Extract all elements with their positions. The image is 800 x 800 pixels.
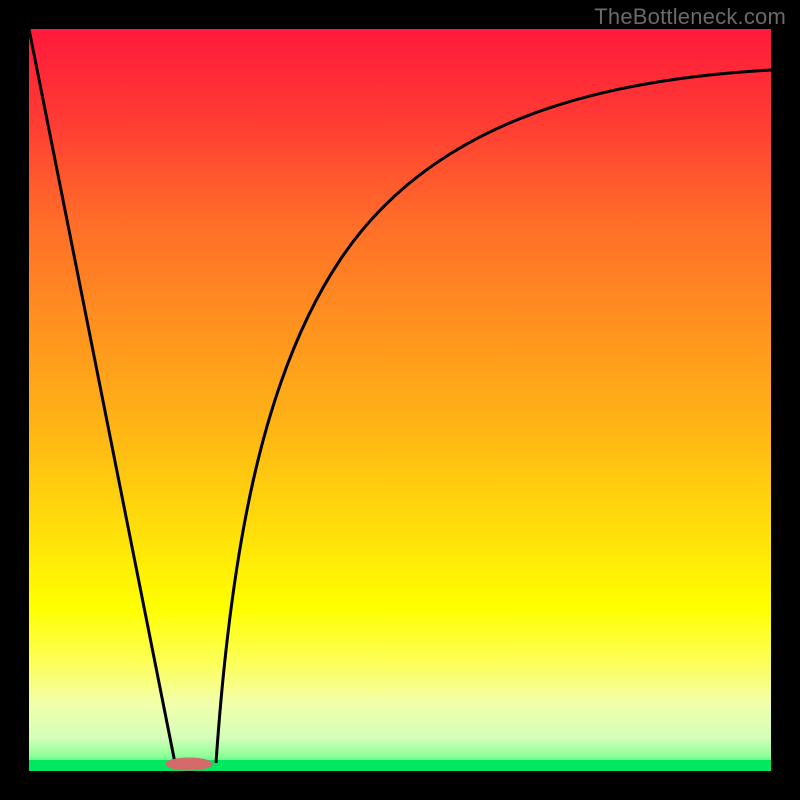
green-baseline <box>29 760 771 771</box>
chart-container: TheBottleneck.com <box>0 0 800 800</box>
bottleneck-chart <box>0 0 800 800</box>
watermark-text: TheBottleneck.com <box>594 4 786 30</box>
optimal-marker <box>166 758 212 770</box>
plot-area <box>29 29 771 771</box>
